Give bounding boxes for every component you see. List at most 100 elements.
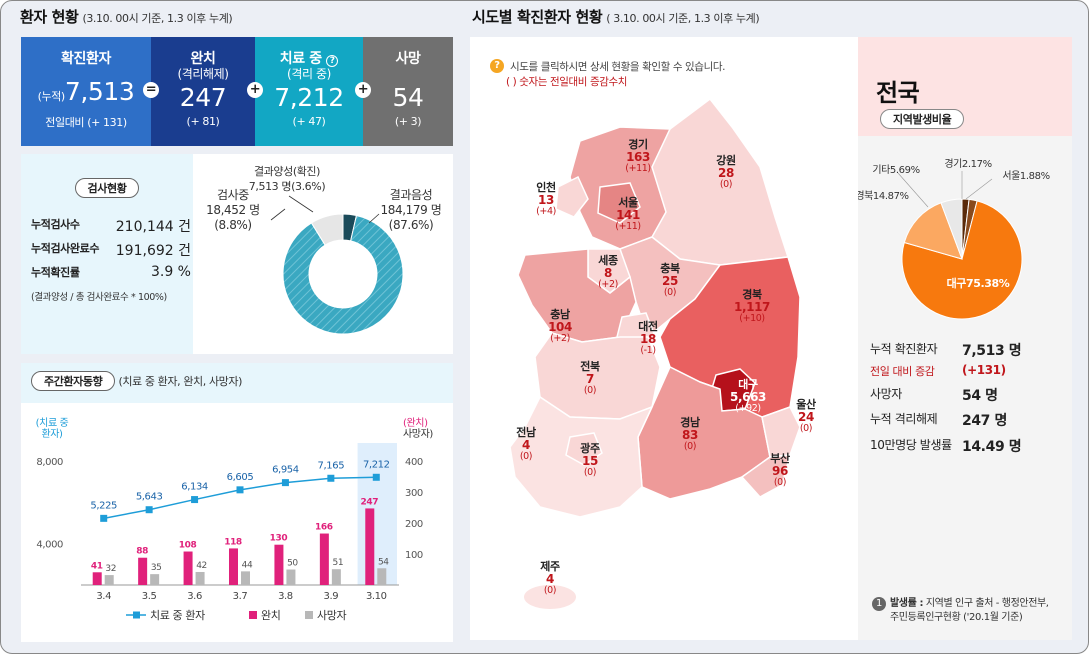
- region-label-7[interactable]: 대전 18 (-1): [638, 320, 658, 357]
- pie-label: 기타5.69%: [872, 164, 919, 176]
- region-label-8[interactable]: 경북 1,117 (+10): [734, 288, 770, 325]
- region-gwangju[interactable]: [565, 432, 603, 466]
- region-busan[interactable]: [740, 454, 792, 498]
- region-label-16[interactable]: 제주 4 (0): [540, 560, 560, 597]
- treating-point-label: 5,225: [90, 500, 117, 511]
- confirmed-value: 7,513: [64, 77, 135, 106]
- pie-slice: [903, 202, 963, 260]
- treating-delta: (+ 47): [292, 115, 326, 128]
- treating-value: 7,212: [274, 83, 344, 112]
- x-tick-label: 3.7: [233, 591, 248, 602]
- region-label-3[interactable]: 서울 141 (+11): [615, 196, 641, 233]
- region-label-2[interactable]: 인천 13 (+4): [536, 181, 556, 218]
- recovered-bar: [183, 551, 193, 585]
- region-ratio-pie: 대구75.38% 경북14.87% 기타5.69% 경기2.17% 서울1.88%: [858, 157, 1050, 320]
- death-bar-label: 32: [105, 564, 116, 574]
- death-bar: [286, 569, 296, 585]
- region-label-11[interactable]: 울산 24 (0): [796, 398, 816, 435]
- death-bar-label: 51: [333, 558, 344, 568]
- x-tick-label: 3.4: [96, 591, 111, 602]
- footnote-number-icon: 1: [872, 597, 886, 611]
- treating-card[interactable]: 치료 중 ? (격리 중) 7,212 (+ 47): [255, 37, 363, 146]
- tests-pill: 검사현황: [74, 178, 140, 198]
- treating-point: [191, 496, 199, 504]
- pie-label: 경북14.87%: [858, 189, 909, 202]
- region-jeju[interactable]: [524, 585, 576, 609]
- patient-status-heading: 환자 현황 (3.10. 00시 기준, 1.3 이후 누계): [20, 8, 233, 26]
- x-tick-label: 3.8: [278, 591, 293, 602]
- x-tick-label: 3.6: [187, 591, 202, 602]
- legend-marker: [133, 611, 140, 619]
- donut-slice-pending: [310, 213, 344, 246]
- national-panel: 전국 지역발생비율 대구75.38% 경북14.87% 기타5.69% 경기2.17%…: [858, 37, 1072, 640]
- death-bar: [331, 569, 341, 585]
- stat-deaths: 사망자 54 명: [870, 387, 998, 404]
- region-label-10[interactable]: 대구 5,663 (+92): [730, 378, 766, 415]
- legend-swatch: [305, 611, 313, 619]
- recovered-card[interactable]: 완치 (격리해제) 247 (+ 81): [151, 37, 255, 146]
- help-icon[interactable]: ?: [326, 55, 339, 67]
- death-bar-label: 50: [287, 559, 298, 569]
- death-bar: [241, 571, 250, 585]
- korea-map: [509, 97, 801, 609]
- footnote: 발생률 : 지역별 인구 출처 - 행정안전부, 주민등록인구현황 ('20.1월…: [890, 598, 1049, 623]
- recovered-bar-label: 130: [270, 534, 288, 544]
- weekly-subtitle: (치료 중 환자, 완치, 사망자): [118, 375, 242, 388]
- region-incheon[interactable]: [555, 175, 589, 218]
- confirmed-card[interactable]: 확진환자 (누적)7,513 전일대비 (+ 131): [21, 37, 151, 146]
- death-bar-label: 44: [242, 560, 253, 570]
- left-tick-label: 4,000: [36, 540, 63, 551]
- stat-confirmed: 누적 확진환자 7,513 명: [870, 342, 1022, 359]
- treating-point: [236, 486, 244, 494]
- region-label-5[interactable]: 충북 25 (0): [660, 262, 680, 299]
- right-tick-label: 300: [405, 488, 423, 499]
- pie-slice: [901, 200, 1023, 320]
- treating-point: [100, 514, 108, 522]
- region-label-13[interactable]: 경남 83 (0): [680, 416, 700, 453]
- positive-rate-row: 누적확진률 3.9 %: [31, 264, 191, 280]
- confirmed-delta: 전일대비 (+ 131): [45, 116, 127, 129]
- recovered-bar: [92, 572, 102, 585]
- recovered-delta: (+ 81): [186, 115, 220, 128]
- weekly-panel: 주간환자동향 (치료 중 환자, 완치, 사망자) (치료 중 환자) (완치)…: [21, 363, 453, 642]
- region-label-9[interactable]: 전북 7 (0): [580, 360, 600, 397]
- pie-slice: [940, 198, 963, 260]
- region-label-12[interactable]: 전남 4 (0): [516, 426, 536, 463]
- treating-title: 치료 중: [279, 51, 322, 67]
- positive-rate-note: (결과양성 / 총 검사완료수 * 100%): [31, 292, 167, 303]
- region-label-14[interactable]: 광주 15 (0): [580, 442, 600, 479]
- legend-label: 치료 중 환자: [150, 609, 205, 622]
- treating-point-label: 6,134: [181, 482, 208, 493]
- region-label-6[interactable]: 충남 104 (+2): [548, 308, 572, 345]
- plus-icon: +: [355, 82, 371, 98]
- region-label-1[interactable]: 강원 28 (0): [716, 154, 736, 191]
- pie-label: 대구75.38%: [947, 276, 1010, 290]
- region-label-15[interactable]: 부산 96 (0): [770, 452, 790, 489]
- x-tick-label: 3.9: [323, 591, 338, 602]
- national-title: 전국: [876, 79, 920, 107]
- recovered-bar-label: 166: [315, 523, 333, 533]
- death-bar: [104, 575, 114, 585]
- recovered-bar: [274, 544, 284, 585]
- deaths-delta: (+ 3): [394, 115, 422, 128]
- donut-slice-negative: [282, 214, 404, 335]
- death-bar: [150, 574, 160, 585]
- treating-sub: (격리 중): [287, 67, 331, 81]
- region-label-4[interactable]: 세종 8 (+2): [598, 254, 618, 291]
- recovered-bar: [319, 533, 329, 585]
- recovered-bar-label: 118: [224, 537, 242, 547]
- region-label-0[interactable]: 경기 163 (+11): [625, 138, 651, 175]
- pie-label: 경기2.17%: [944, 157, 991, 170]
- region-ulsan[interactable]: [761, 406, 801, 458]
- recovered-bar: [229, 548, 238, 585]
- x-tick-label: 3.5: [142, 591, 157, 602]
- recovered-bar-label: 108: [179, 541, 197, 551]
- recovered-bar-label: 41: [91, 561, 103, 571]
- right-tick-label: 400: [405, 457, 423, 468]
- treating-point-label: 5,643: [136, 492, 163, 503]
- donut-negative-label: 결과음성 184,179 명 (87.6%): [380, 188, 442, 232]
- recovered-bar-label: 247: [360, 497, 378, 507]
- equals-icon: =: [143, 82, 159, 98]
- region-seoul[interactable]: [597, 182, 641, 224]
- deaths-card[interactable]: 사망 54 (+ 3): [363, 37, 453, 146]
